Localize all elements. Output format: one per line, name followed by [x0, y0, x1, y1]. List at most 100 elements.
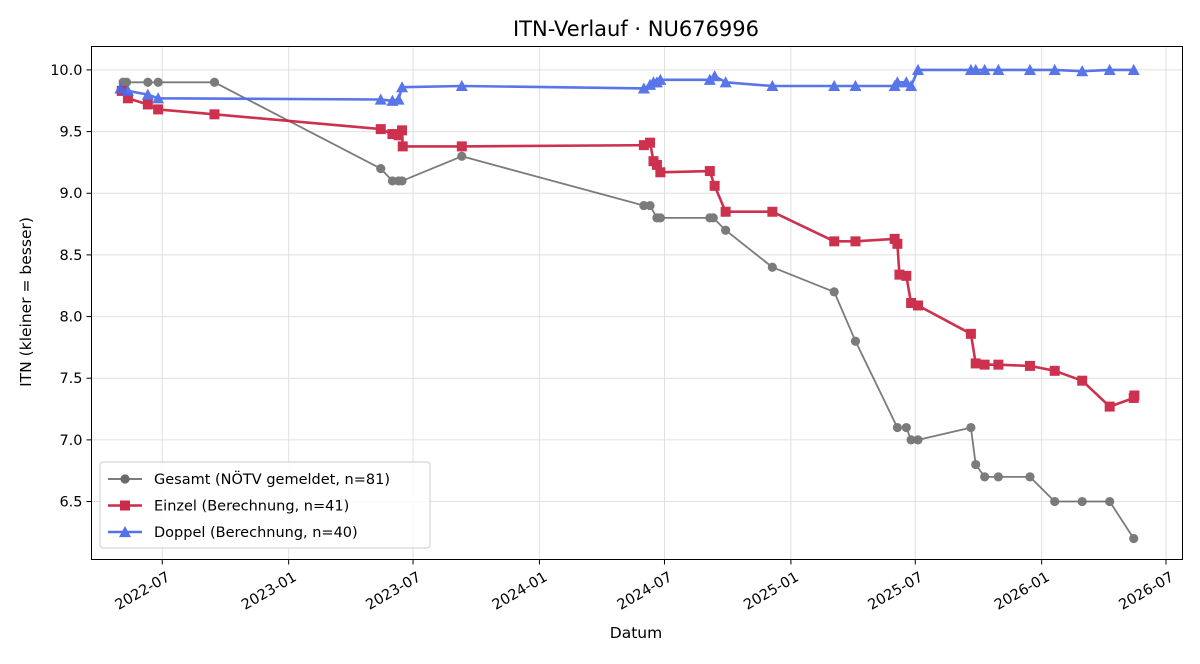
y-tick-label: 7.5 [59, 371, 82, 387]
data-point-gesamt [1025, 472, 1035, 482]
legend-box [99, 461, 431, 549]
data-point-doppel [719, 76, 732, 88]
data-point-einzel [397, 125, 408, 136]
data-point-einzel [397, 141, 408, 152]
data-point-doppel [828, 79, 841, 92]
data-point-gesamt [971, 459, 981, 470]
data-point-gesamt [850, 336, 861, 346]
y-axis-label: ITN (kleiner = besser) [17, 217, 35, 387]
data-point-doppel [992, 63, 1005, 76]
chart-title: ITN-Verlauf · NU676996 [513, 17, 759, 41]
data-point-doppel [121, 84, 134, 96]
data-point-einzel [901, 270, 912, 281]
y-tick-label: 9.0 [59, 186, 82, 202]
data-point-doppel [1023, 63, 1036, 76]
data-point-gesamt [1050, 496, 1060, 507]
data-point-doppel [849, 79, 862, 92]
x-tick-label: 2026-01 [992, 569, 1052, 613]
legend-label: Einzel (Berechnung, n=41) [154, 499, 349, 515]
data-point-einzel [655, 167, 666, 178]
data-point-einzel [638, 140, 649, 151]
data-point-einzel [993, 359, 1004, 370]
data-point-gesamt [397, 176, 407, 186]
data-point-doppel [1127, 63, 1140, 76]
x-tick-label: 2023-07 [363, 569, 423, 613]
data-point-gesamt [829, 287, 839, 297]
legend-label: Doppel (Berechnung, n=40) [154, 525, 358, 541]
data-point-gesamt [121, 77, 132, 87]
data-point-doppel [978, 63, 991, 76]
series-line-einzel [120, 90, 1136, 408]
data-point-gesamt [645, 200, 655, 211]
data-point-gesamt [892, 422, 902, 433]
data-point-doppel [396, 81, 409, 93]
legend: Gesamt (NÖTV gemeldet, n=81) Einzel (Bere… [99, 461, 431, 549]
data-point-einzel [387, 129, 398, 140]
data-point-doppel [1076, 65, 1089, 77]
legend-marker-einzel [120, 500, 130, 511]
x-tick-label: 2025-01 [741, 569, 801, 613]
data-point-einzel [1104, 401, 1115, 412]
x-tick-label: 2024-01 [490, 569, 550, 613]
data-point-einzel [1129, 390, 1140, 401]
data-point-gesamt [980, 472, 990, 482]
data-point-doppel [152, 92, 165, 104]
data-point-doppel [654, 73, 667, 85]
data-point-einzel [892, 238, 903, 249]
series-layer [114, 63, 1140, 544]
data-point-gesamt [457, 151, 467, 161]
data-point-einzel [912, 300, 923, 311]
data-point-gesamt [143, 77, 153, 87]
data-point-doppel [911, 63, 924, 76]
data-point-gesamt [906, 435, 916, 445]
data-point-gesamt [209, 77, 220, 87]
data-point-einzel [906, 298, 917, 308]
grid-lines [91, 46, 1183, 560]
data-point-doppel [766, 79, 779, 92]
x-tick-label: 2023-01 [239, 569, 299, 613]
data-point-einzel [850, 236, 861, 247]
legend-marker-gesamt [120, 474, 130, 484]
data-point-einzel [645, 137, 656, 148]
legend-entry-doppel [108, 526, 142, 538]
data-point-doppel [392, 93, 405, 105]
data-point-einzel [979, 359, 990, 370]
data-point-einzel [894, 269, 905, 280]
data-point-einzel [375, 124, 386, 135]
data-point-doppel [374, 93, 387, 105]
data-point-einzel [1024, 360, 1035, 371]
data-point-einzel [970, 358, 981, 369]
data-point-einzel [720, 206, 731, 217]
y-tick-label: 8.0 [59, 310, 82, 326]
data-point-gesamt [913, 435, 923, 445]
y-tick-label: 7.0 [59, 433, 82, 449]
data-point-einzel [1049, 365, 1060, 376]
y-tick-label: 6.5 [59, 495, 82, 511]
data-point-doppel [905, 79, 918, 92]
x-axis-label: Datum [610, 624, 662, 642]
data-point-doppel [141, 88, 154, 100]
legend-entry-einzel [108, 500, 142, 511]
legend-marker-doppel [119, 526, 131, 538]
data-point-einzel [767, 206, 778, 217]
y-tick-label: 9.5 [59, 125, 82, 141]
data-point-doppel [969, 63, 982, 76]
data-point-einzel [122, 93, 133, 104]
data-point-gesamt [993, 472, 1003, 482]
data-point-doppel [455, 79, 468, 92]
data-point-einzel [704, 166, 715, 177]
data-point-gesamt [376, 163, 386, 174]
data-point-doppel [708, 70, 721, 82]
data-point-einzel [651, 159, 662, 170]
series-gesamt [118, 77, 1139, 544]
legend-entry-gesamt [108, 474, 142, 484]
data-point-einzel [142, 99, 153, 110]
data-point-gesamt [655, 213, 665, 223]
data-point-doppel [637, 82, 650, 94]
x-tick-label: 2022-07 [113, 569, 173, 613]
data-point-einzel [153, 104, 164, 115]
series-einzel [116, 85, 1140, 412]
x-tick-label: 2024-07 [615, 569, 675, 613]
